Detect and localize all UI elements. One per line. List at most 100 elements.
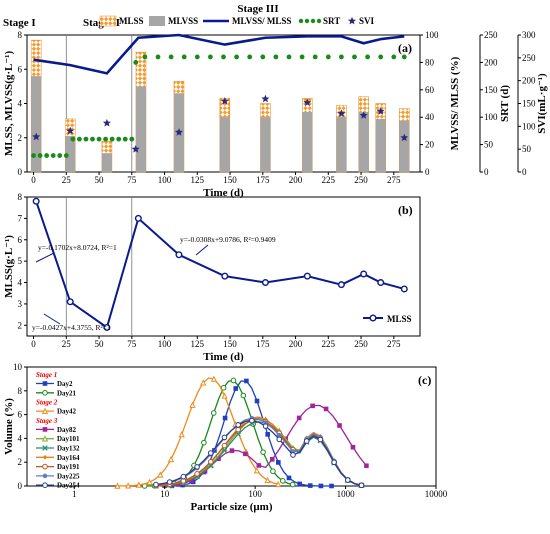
y-tick-label: 10 bbox=[13, 362, 23, 372]
marker-Day2 bbox=[233, 386, 239, 391]
marker-Day254 bbox=[249, 417, 255, 424]
right1-tick-label: 100 bbox=[425, 30, 439, 40]
x-tick-label: 100 bbox=[158, 339, 172, 349]
marker-Day254 bbox=[207, 450, 214, 456]
marker-Day2 bbox=[254, 398, 260, 404]
x-tick-label: 1000 bbox=[337, 489, 356, 499]
marker-Day254 bbox=[221, 434, 228, 441]
x-tick-label: 100 bbox=[158, 175, 172, 185]
x-tick-label: 125 bbox=[191, 175, 205, 185]
marker-Day254 bbox=[153, 481, 159, 488]
marker-Day42 bbox=[253, 467, 260, 474]
legend-label-Day254: Day254 bbox=[57, 482, 80, 490]
stage-label: Stage I bbox=[3, 17, 36, 29]
mlss-point bbox=[261, 279, 269, 287]
x-tick-label: 275 bbox=[387, 339, 401, 349]
marker-Day82 bbox=[189, 478, 194, 483]
legend-mlvss-swatch bbox=[149, 16, 165, 26]
svi-point bbox=[359, 111, 368, 119]
srt-point bbox=[90, 136, 95, 142]
mlss-point bbox=[221, 272, 229, 280]
marker-Day82 bbox=[269, 457, 275, 462]
mlvss-bar bbox=[101, 153, 112, 172]
x-tick-label: 225 bbox=[322, 175, 336, 185]
mlss-point bbox=[377, 279, 385, 287]
marker-Day82 bbox=[216, 456, 221, 462]
mlss-point bbox=[360, 270, 368, 278]
right3-tick-label: 250 bbox=[522, 53, 536, 63]
x-tick-label: 200 bbox=[289, 339, 303, 349]
svi-point bbox=[376, 107, 385, 115]
annotation-arrow bbox=[35, 252, 55, 263]
srt-point bbox=[378, 54, 384, 60]
marker-Day254 bbox=[276, 436, 283, 443]
srt-point bbox=[50, 153, 56, 158]
mlvss-bar bbox=[375, 118, 386, 172]
right2-tick-label: 250 bbox=[484, 30, 498, 40]
marker-Day254 bbox=[235, 422, 241, 428]
legend-mlss-marker bbox=[369, 314, 377, 322]
srt-point bbox=[122, 136, 128, 142]
right2-tick-label: 100 bbox=[484, 112, 498, 122]
y-tick-label: 2 bbox=[18, 320, 23, 330]
curve-Day42 bbox=[117, 377, 279, 487]
marker-Day2 bbox=[297, 481, 302, 487]
y-tick-label: 3 bbox=[18, 299, 23, 309]
srt-point bbox=[70, 136, 76, 142]
y-tick-label: 8 bbox=[18, 386, 23, 396]
marker-Day42 bbox=[275, 480, 282, 488]
legend-label-Day191: Day191 bbox=[57, 463, 80, 471]
marker-Day42 bbox=[189, 401, 196, 408]
right3-tick-label: 0 bbox=[522, 167, 527, 177]
legend-srt-dot bbox=[310, 18, 316, 24]
srt-point bbox=[109, 136, 115, 142]
marker-Day254 bbox=[344, 477, 351, 483]
y-tick-label: 5 bbox=[18, 256, 23, 266]
x-tick-label: 1 bbox=[72, 489, 77, 499]
mlss-point bbox=[103, 323, 111, 331]
srt-point bbox=[129, 136, 135, 142]
right2-tick-label: 150 bbox=[484, 85, 498, 95]
marker-Day2 bbox=[276, 460, 281, 465]
marker-Day82 bbox=[337, 423, 342, 428]
right3-axis-label: SVI(mL·g⁻¹) bbox=[536, 73, 548, 134]
mlss-point bbox=[175, 251, 183, 259]
marker-Day2 bbox=[222, 415, 228, 421]
curve-Day254 bbox=[155, 419, 362, 486]
marker-Day132 bbox=[221, 447, 228, 454]
right3-tick-label: 300 bbox=[522, 30, 536, 40]
srt-point bbox=[155, 54, 161, 60]
y-tick-label: 4 bbox=[18, 433, 23, 443]
marker-Day21 bbox=[201, 439, 207, 446]
legend-marker-Day21 bbox=[42, 390, 48, 396]
marker-Day254 bbox=[331, 459, 337, 466]
mlvss-bar bbox=[219, 117, 230, 172]
right2-tick-label: 0 bbox=[484, 167, 489, 177]
mlss-point bbox=[32, 197, 40, 205]
marker-Day21 bbox=[289, 481, 296, 488]
panel-label: (a) bbox=[398, 41, 412, 55]
svi-point bbox=[303, 98, 312, 106]
annotation: y=-0.0308x+9.0786, R²=0.9409 bbox=[180, 235, 276, 244]
y-axis-label: MLSS, MLVSS(g·L⁻¹) bbox=[3, 51, 15, 157]
mlss-line bbox=[35, 200, 405, 330]
marker-Day82 bbox=[350, 444, 356, 450]
srt-point bbox=[365, 54, 370, 60]
srt-point bbox=[352, 54, 357, 60]
x-axis-label: Time (d) bbox=[203, 351, 244, 363]
y-tick-label: 6 bbox=[18, 64, 23, 74]
plot-frame bbox=[26, 196, 421, 337]
y-tick-label: 2 bbox=[18, 133, 23, 143]
panel-a: 0 25 50 75 100 125 150 175 200 225 250 275024680204… bbox=[3, 3, 548, 199]
marker-Day42 bbox=[135, 481, 142, 488]
x-tick-label: 250 bbox=[354, 339, 368, 349]
marker-Day21 bbox=[270, 468, 276, 475]
srt-point bbox=[234, 54, 240, 60]
marker-Day82 bbox=[323, 406, 329, 412]
y-tick-label: 0 bbox=[18, 481, 23, 491]
marker-Day42 bbox=[125, 482, 132, 489]
x-tick-label: 0 bbox=[31, 175, 36, 185]
marker-Day254 bbox=[180, 473, 187, 480]
marker-Day42 bbox=[146, 478, 153, 485]
marker-Day82 bbox=[310, 403, 315, 409]
